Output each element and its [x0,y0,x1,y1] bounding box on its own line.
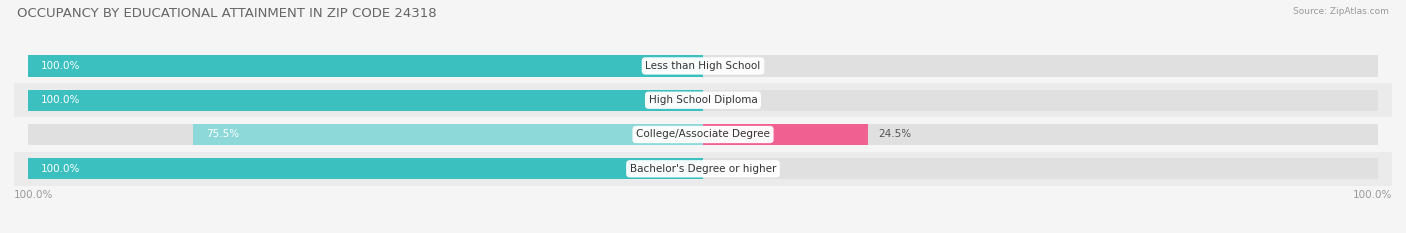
Bar [28,55,703,77]
Bar [193,124,703,145]
Bar [28,124,1378,145]
Bar [28,158,1378,179]
Bar [14,83,1392,117]
Bar [28,90,1378,111]
Bar [28,90,703,111]
Text: Source: ZipAtlas.com: Source: ZipAtlas.com [1294,7,1389,16]
Text: 100.0%: 100.0% [41,95,80,105]
Bar [28,55,1378,77]
Text: OCCUPANCY BY EDUCATIONAL ATTAINMENT IN ZIP CODE 24318: OCCUPANCY BY EDUCATIONAL ATTAINMENT IN Z… [17,7,436,20]
Text: Less than High School: Less than High School [645,61,761,71]
Text: 0.0%: 0.0% [713,61,740,71]
Text: 100.0%: 100.0% [41,164,80,174]
Text: 100.0%: 100.0% [14,190,53,200]
Text: 100.0%: 100.0% [1353,190,1392,200]
Bar [14,117,1392,152]
Text: 0.0%: 0.0% [713,164,740,174]
Bar [28,158,703,179]
Text: 100.0%: 100.0% [41,61,80,71]
Text: Bachelor's Degree or higher: Bachelor's Degree or higher [630,164,776,174]
Bar [14,152,1392,186]
Bar [14,49,1392,83]
Bar [703,124,869,145]
Text: 0.0%: 0.0% [713,95,740,105]
Text: 75.5%: 75.5% [207,130,239,140]
Text: High School Diploma: High School Diploma [648,95,758,105]
Text: College/Associate Degree: College/Associate Degree [636,130,770,140]
Text: 24.5%: 24.5% [879,130,911,140]
